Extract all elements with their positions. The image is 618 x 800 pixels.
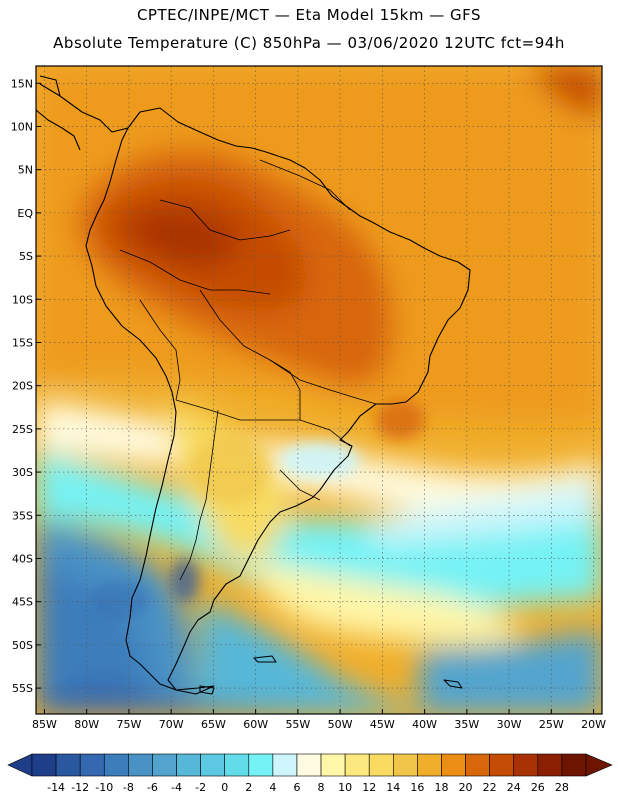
lat-lon-grid — [36, 66, 602, 714]
country-borders — [119, 159, 377, 581]
lat-tick-label: 55S — [12, 682, 33, 695]
colorbar-cell — [200, 753, 225, 777]
lat-tick-label: 10N — [11, 120, 33, 133]
temperature-map: 15N 10N 5N EQ 5S 10S 15S 20S 25S 30S 35S 40S 45S 50S 5… — [11, 65, 606, 731]
map-subtitle: Absolute Temperature (C) 850hPa — 03/06/… — [53, 34, 565, 52]
colorbar-cell — [248, 753, 274, 777]
colorbar-label: 12 — [362, 781, 376, 794]
colorbar-label: -8 — [123, 781, 134, 794]
colorbar-label: -4 — [171, 781, 182, 794]
colorbar-cell — [272, 753, 298, 777]
colorbar-label: -12 — [71, 781, 89, 794]
lat-tick-label: 35S — [12, 509, 33, 522]
colorbar-cell — [368, 753, 394, 777]
lat-tick-label: 30S — [12, 466, 33, 479]
colorbar-label: 18 — [434, 781, 448, 794]
lat-tick-label: 40S — [12, 552, 33, 565]
colorbar-label: -2 — [195, 781, 206, 794]
colorbar-label: 8 — [318, 781, 325, 794]
colorbar-label: 28 — [555, 781, 569, 794]
colorbar-max-arrow — [585, 753, 613, 777]
colorbar-cell — [55, 753, 81, 777]
colorbar-cell — [441, 753, 466, 777]
colorbar-cell — [344, 753, 370, 777]
colorbar-cell — [513, 753, 539, 777]
colorbar-label: 0 — [221, 781, 228, 794]
colorbar-cell — [489, 753, 515, 777]
lat-tick-label: 20S — [12, 380, 33, 393]
colorbar-cell — [31, 753, 57, 777]
colorbar-cell — [465, 753, 490, 777]
lon-tick-label: 55W — [285, 718, 310, 731]
colorbar-cell — [176, 753, 201, 777]
longitude-labels: 85W 80W 75W 70W 65W 60W 55W 50W 45W 40W 35W 30W 25W 2… — [32, 709, 606, 731]
lat-tick-label: EQ — [17, 207, 33, 220]
colorbar-cell — [79, 753, 105, 777]
colorbar-cell — [224, 753, 250, 777]
map-frame — [35, 65, 603, 715]
lon-tick-label: 85W — [32, 718, 57, 731]
map-title: CPTEC/INPE/MCT — Eta Model 15km — GFS — [136, 6, 482, 24]
colorbar-label: 24 — [507, 781, 521, 794]
lat-tick-label: 15S — [12, 336, 33, 349]
colorbar-label: 10 — [338, 781, 352, 794]
lon-tick-label: 65W — [201, 718, 226, 731]
colorbar-label: -10 — [95, 781, 113, 794]
colorbar-cell — [128, 753, 153, 777]
lat-tick-label: 50S — [12, 639, 33, 652]
lon-tick-label: 40W — [412, 718, 437, 731]
lat-tick-label: 10S — [12, 293, 33, 306]
colorbar-label: 22 — [483, 781, 497, 794]
lon-tick-label: 45W — [370, 718, 395, 731]
lat-tick-label: 5N — [18, 164, 33, 177]
colorbar-cell — [393, 753, 418, 777]
colorbar-labels: -14 -12 -10 -8 -6 -4 -2 0 2 4 6 8 10 12 14 16 18 20 22 24 26… — [47, 781, 569, 794]
coastlines — [35, 75, 471, 695]
colorbar-label: 26 — [531, 781, 545, 794]
lon-tick-label: 50W — [328, 718, 353, 731]
colorbar-cell — [103, 753, 129, 777]
colorbar-cell — [561, 753, 587, 777]
colorbar: -14 -12 -10 -8 -6 -4 -2 0 2 4 6 8 10 12 14 16 18 20 22 24 26… — [7, 753, 613, 794]
colorbar-label: -14 — [47, 781, 65, 794]
colorbar-min-arrow — [7, 753, 33, 777]
lat-tick-label: 25S — [12, 423, 33, 436]
colorbar-cell — [152, 753, 177, 777]
lat-tick-label: 15N — [11, 77, 33, 90]
lon-tick-label: 35W — [454, 718, 479, 731]
latitude-labels: 15N 10N 5N EQ 5S 10S 15S 20S 25S 30S 35S 40S 45S 50S 5… — [11, 77, 41, 695]
lon-tick-label: 60W — [243, 718, 268, 731]
colorbar-cell — [537, 753, 563, 777]
temperature-field — [36, 66, 602, 714]
colorbar-label: -6 — [147, 781, 158, 794]
colorbar-label: 20 — [459, 781, 473, 794]
colorbar-label: 6 — [293, 781, 300, 794]
lon-tick-label: 25W — [539, 718, 564, 731]
lon-tick-label: 30W — [497, 718, 522, 731]
colorbar-label: 4 — [269, 781, 276, 794]
colorbar-label: 16 — [410, 781, 424, 794]
colorbar-label: 14 — [386, 781, 400, 794]
colorbar-label: 2 — [245, 781, 252, 794]
colorbar-cells — [7, 753, 613, 777]
lon-tick-label: 80W — [74, 718, 99, 731]
colorbar-cell — [417, 753, 442, 777]
lon-tick-label: 75W — [116, 718, 141, 731]
lat-tick-label: 45S — [12, 596, 33, 609]
colorbar-cell — [296, 753, 322, 777]
lat-tick-label: 5S — [19, 250, 33, 263]
colorbar-cell — [320, 753, 346, 777]
lon-tick-label: 20W — [581, 718, 606, 731]
lon-tick-label: 70W — [159, 718, 184, 731]
